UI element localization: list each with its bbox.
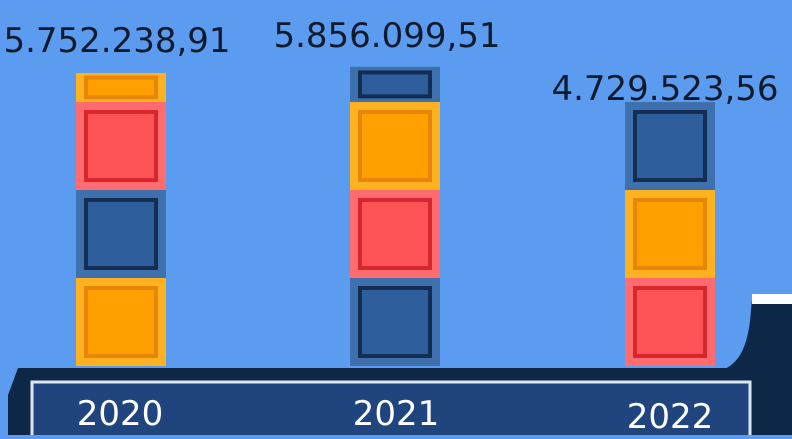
bar-block-inner <box>84 198 158 270</box>
category-label-2022: 2022 <box>627 397 714 435</box>
bar-block-inner <box>358 70 432 99</box>
bar-block-2020-2 <box>76 190 166 278</box>
bar-block-2021-1 <box>350 278 440 366</box>
bar-block-inner <box>358 286 432 358</box>
bar-block-2020-4 <box>76 72 166 102</box>
category-label-2020: 2020 <box>77 394 164 434</box>
bar-block-2021-2 <box>350 190 440 278</box>
bar-block-2022-1 <box>625 278 715 366</box>
bar-block-2021-3 <box>350 102 440 190</box>
bar-stacks <box>76 66 715 366</box>
ledge-highlight <box>752 294 792 304</box>
total-label-2021: 5.856.099,51 <box>273 16 500 56</box>
bar-block-inner <box>358 198 432 270</box>
bar-block-inner <box>84 286 158 358</box>
bar-block-2020-3 <box>76 102 166 190</box>
bar-block-2022-3 <box>625 102 715 190</box>
bar-block-inner <box>84 110 158 182</box>
bar-block-inner <box>633 110 707 182</box>
category-label-band <box>30 380 752 439</box>
labels: 5.752.238,91 5.856.099,51 4.729.523,56 2… <box>3 16 778 437</box>
bar-block-inner <box>633 286 707 358</box>
bar-block-2022-2 <box>625 190 715 278</box>
bar-block-2020-1 <box>76 278 166 366</box>
category-label-2021: 2021 <box>353 394 440 434</box>
total-label-2020: 5.752.238,91 <box>3 21 230 61</box>
bar-block-2021-4 <box>350 66 440 102</box>
total-label-2022: 4.729.523,56 <box>551 69 778 109</box>
bar-block-inner <box>358 110 432 182</box>
bar-block-inner <box>84 75 158 100</box>
bar-block-inner <box>633 198 707 270</box>
